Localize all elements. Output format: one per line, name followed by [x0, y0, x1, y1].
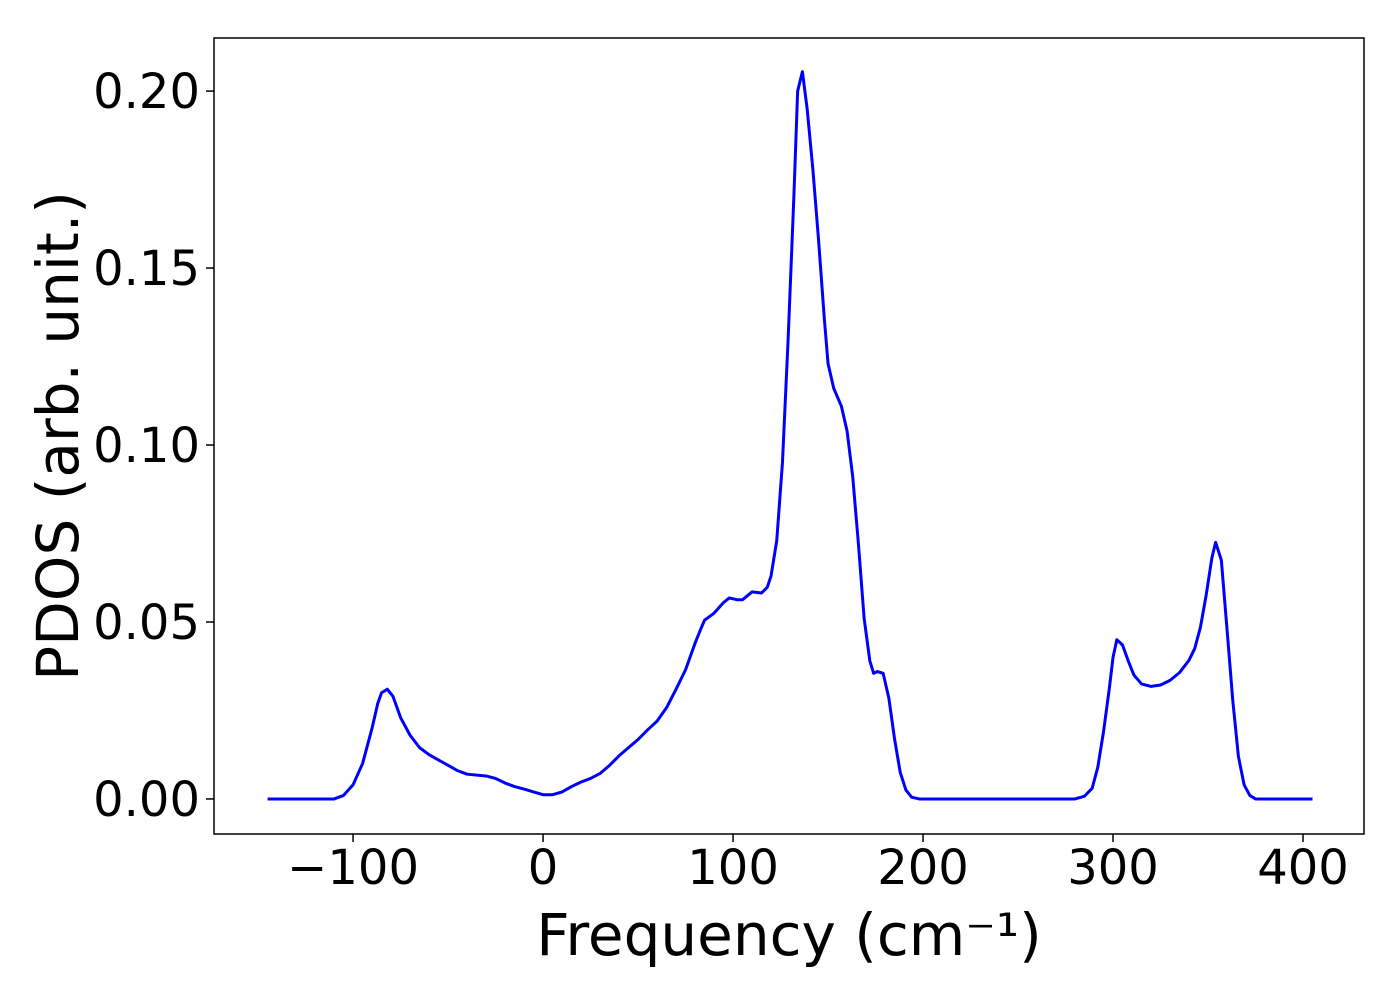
- y-tick-label: 0.00: [93, 772, 200, 828]
- x-tick-label: 400: [1257, 840, 1349, 896]
- x-axis-label: Frequency (cm⁻¹): [536, 901, 1042, 969]
- y-tick-label: 0.20: [93, 64, 200, 120]
- x-tick-label: 300: [1067, 840, 1159, 896]
- y-tick-label: 0.10: [93, 418, 200, 474]
- plot-frame: [213, 37, 1365, 835]
- y-axis-label: PDOS (arb. unit.): [24, 191, 92, 681]
- x-tick-label: 200: [877, 840, 969, 896]
- data-line: [267, 70, 1313, 801]
- x-tick-label: 100: [687, 840, 779, 896]
- y-tick-label: 0.05: [93, 595, 200, 651]
- x-tick-label: −100: [287, 840, 419, 896]
- y-tick-label: 0.15: [93, 241, 200, 297]
- x-tick-label: 0: [528, 840, 559, 896]
